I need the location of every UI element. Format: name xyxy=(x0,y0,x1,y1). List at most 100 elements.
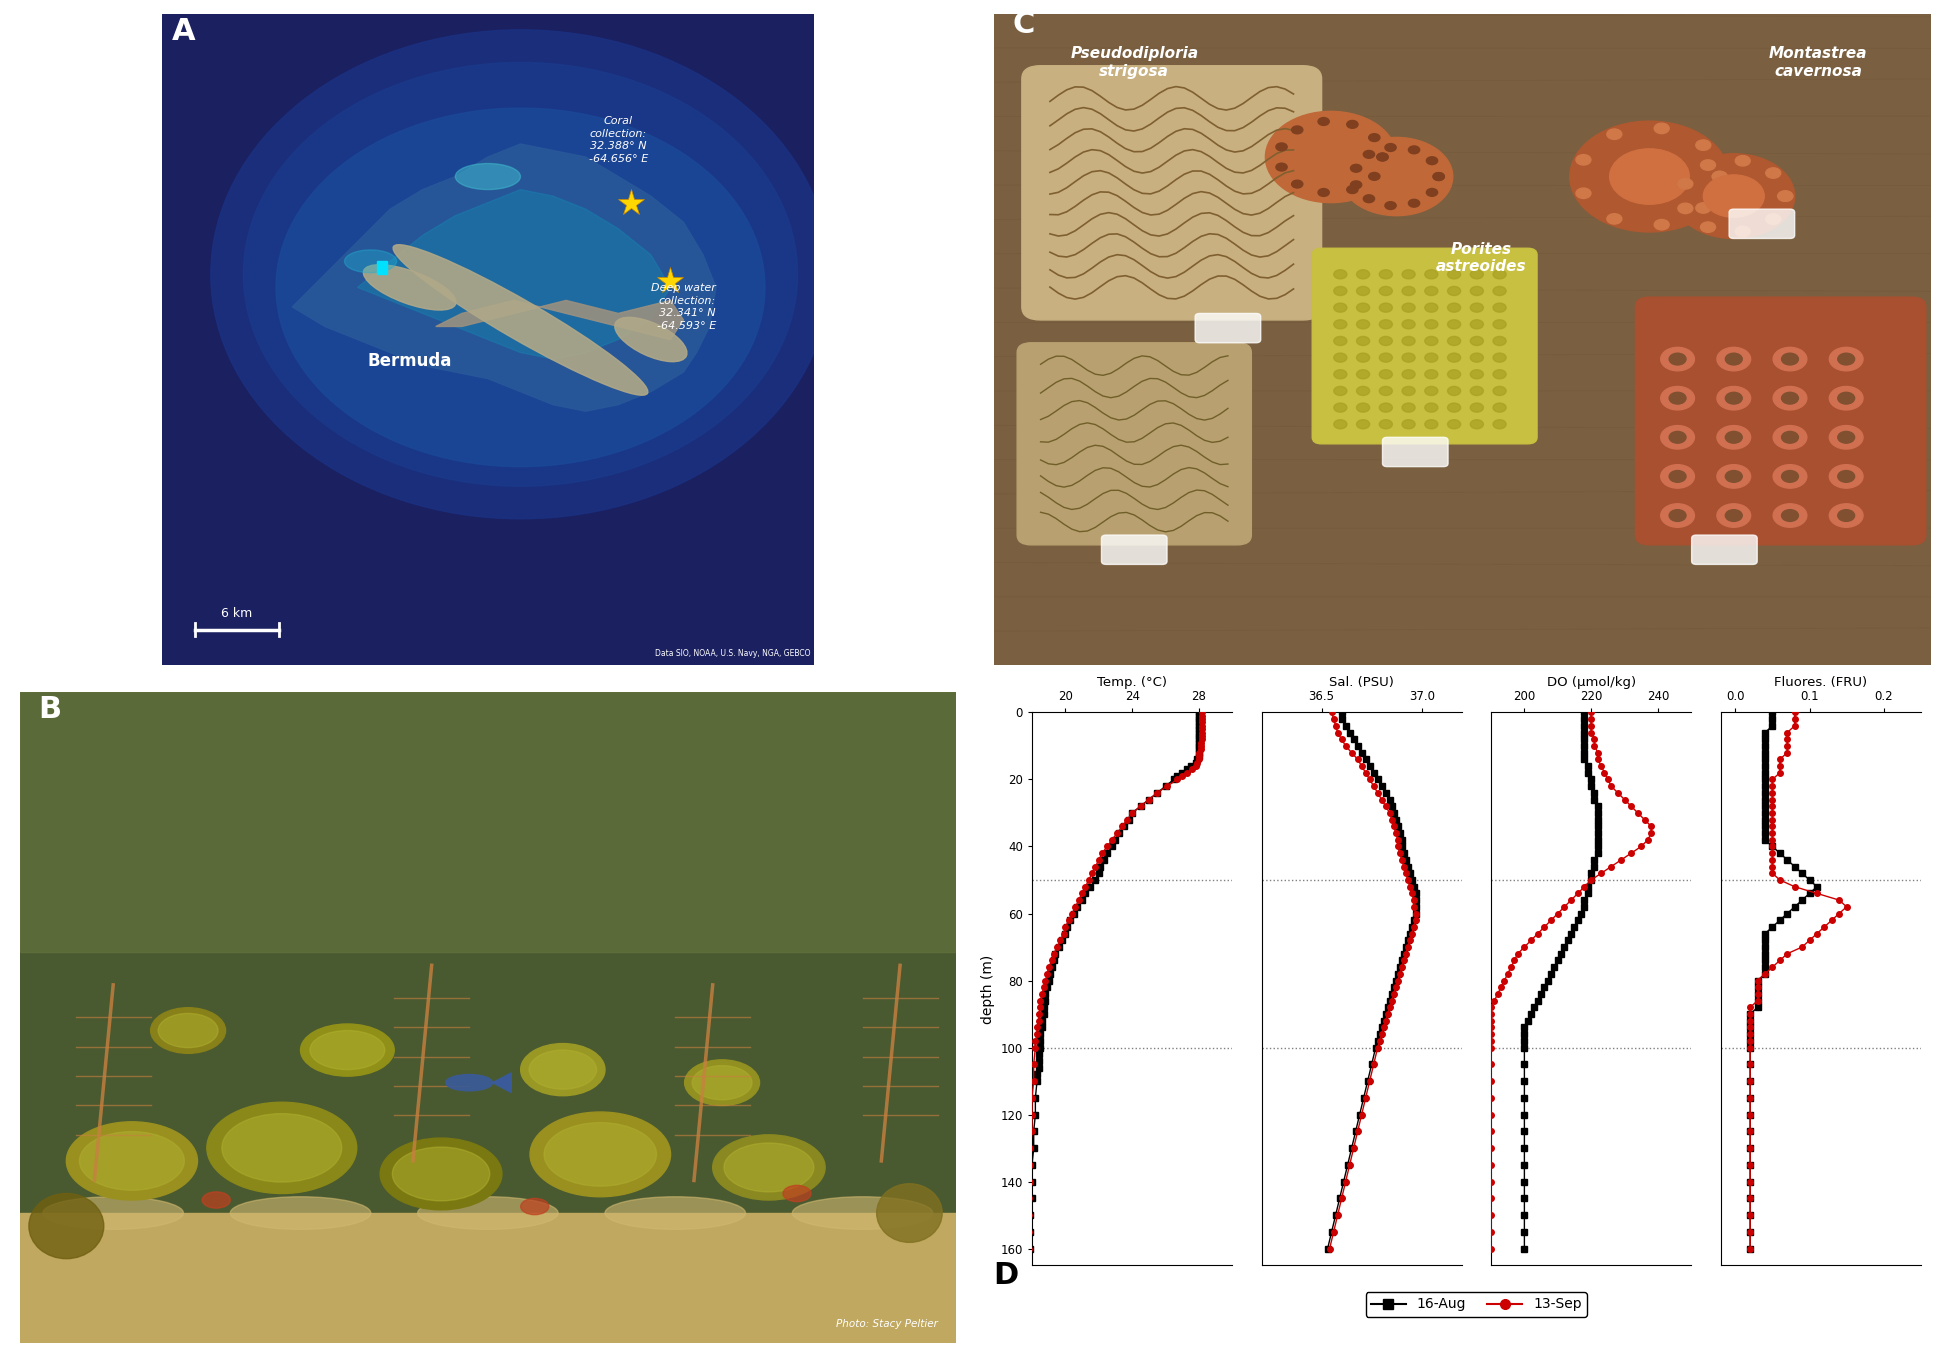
Circle shape xyxy=(1470,403,1484,413)
Circle shape xyxy=(1357,286,1369,296)
Text: Bermuda: Bermuda xyxy=(367,351,452,369)
Circle shape xyxy=(1402,270,1416,280)
Circle shape xyxy=(1433,172,1445,180)
Circle shape xyxy=(1334,270,1347,280)
Ellipse shape xyxy=(604,1197,745,1229)
FancyBboxPatch shape xyxy=(1195,313,1262,343)
Ellipse shape xyxy=(784,1186,811,1202)
Circle shape xyxy=(1334,320,1347,328)
Circle shape xyxy=(1837,510,1854,521)
Ellipse shape xyxy=(244,62,798,486)
Circle shape xyxy=(1654,220,1669,229)
Circle shape xyxy=(1704,175,1765,217)
Circle shape xyxy=(1782,510,1798,521)
Circle shape xyxy=(1402,286,1416,296)
Circle shape xyxy=(1275,142,1287,151)
Ellipse shape xyxy=(80,1132,185,1190)
Circle shape xyxy=(1576,189,1591,198)
Circle shape xyxy=(1363,195,1375,202)
Bar xyxy=(20,692,956,953)
Circle shape xyxy=(1716,464,1751,489)
Circle shape xyxy=(1696,140,1710,151)
Ellipse shape xyxy=(521,1044,604,1095)
Circle shape xyxy=(1425,353,1437,362)
Ellipse shape xyxy=(544,1122,657,1186)
Circle shape xyxy=(1379,369,1392,379)
Ellipse shape xyxy=(207,1102,357,1194)
Circle shape xyxy=(1334,353,1347,362)
Ellipse shape xyxy=(300,1025,394,1076)
Circle shape xyxy=(1716,347,1751,370)
Circle shape xyxy=(1712,171,1728,182)
X-axis label: Temp. (°C): Temp. (°C) xyxy=(1098,676,1168,689)
Circle shape xyxy=(1425,387,1437,395)
Circle shape xyxy=(1425,286,1437,296)
Circle shape xyxy=(1661,387,1695,410)
Text: Montastrea
cavernosa: Montastrea cavernosa xyxy=(1769,46,1868,79)
Ellipse shape xyxy=(392,1147,489,1201)
Circle shape xyxy=(1334,403,1347,413)
Circle shape xyxy=(1402,419,1416,429)
Circle shape xyxy=(1425,157,1437,164)
Circle shape xyxy=(1334,286,1347,296)
Circle shape xyxy=(1357,353,1369,362)
Circle shape xyxy=(1716,426,1751,449)
Circle shape xyxy=(1773,503,1808,528)
Circle shape xyxy=(1379,387,1392,395)
Circle shape xyxy=(1716,503,1751,528)
Ellipse shape xyxy=(528,1050,597,1090)
Ellipse shape xyxy=(417,1197,558,1229)
Circle shape xyxy=(1425,369,1437,379)
Polygon shape xyxy=(435,300,682,339)
Circle shape xyxy=(1661,347,1695,370)
Circle shape xyxy=(1829,347,1862,370)
Ellipse shape xyxy=(723,1143,813,1191)
Polygon shape xyxy=(292,144,716,411)
Circle shape xyxy=(1837,392,1854,404)
Text: B: B xyxy=(39,695,60,723)
Circle shape xyxy=(1494,419,1505,429)
Circle shape xyxy=(1291,126,1303,134)
Circle shape xyxy=(1470,320,1484,328)
Circle shape xyxy=(1357,403,1369,413)
Circle shape xyxy=(1837,471,1854,482)
Circle shape xyxy=(1402,387,1416,395)
Ellipse shape xyxy=(230,1197,370,1229)
Circle shape xyxy=(1379,403,1392,413)
Ellipse shape xyxy=(878,1183,942,1243)
Circle shape xyxy=(1673,153,1794,239)
Ellipse shape xyxy=(521,1198,548,1215)
Circle shape xyxy=(1716,387,1751,410)
Circle shape xyxy=(1661,503,1695,528)
Circle shape xyxy=(1736,227,1751,236)
Ellipse shape xyxy=(363,265,456,309)
Circle shape xyxy=(1829,464,1862,489)
Circle shape xyxy=(1402,353,1416,362)
X-axis label: DO (μmol/kg): DO (μmol/kg) xyxy=(1546,676,1636,689)
Circle shape xyxy=(1607,129,1622,140)
Circle shape xyxy=(1447,286,1461,296)
Circle shape xyxy=(1425,403,1437,413)
Circle shape xyxy=(1470,303,1484,312)
Circle shape xyxy=(1447,353,1461,362)
Circle shape xyxy=(1447,369,1461,379)
Circle shape xyxy=(1470,419,1484,429)
Text: Pseudodiploria
strigosa: Pseudodiploria strigosa xyxy=(1071,46,1199,79)
Text: Photo: Stacy Peltier: Photo: Stacy Peltier xyxy=(837,1319,938,1329)
Circle shape xyxy=(1351,164,1361,172)
Circle shape xyxy=(1275,163,1287,171)
Circle shape xyxy=(1677,179,1693,189)
Circle shape xyxy=(1402,369,1416,379)
Text: A: A xyxy=(172,16,195,46)
FancyBboxPatch shape xyxy=(1102,535,1166,565)
Circle shape xyxy=(1829,503,1862,528)
Circle shape xyxy=(1736,156,1751,166)
Ellipse shape xyxy=(530,1111,671,1197)
Circle shape xyxy=(1363,151,1375,159)
Ellipse shape xyxy=(29,1194,103,1259)
Circle shape xyxy=(1351,180,1361,189)
Circle shape xyxy=(1700,223,1716,232)
Ellipse shape xyxy=(150,1008,226,1053)
Circle shape xyxy=(1494,337,1505,346)
Ellipse shape xyxy=(345,250,396,273)
